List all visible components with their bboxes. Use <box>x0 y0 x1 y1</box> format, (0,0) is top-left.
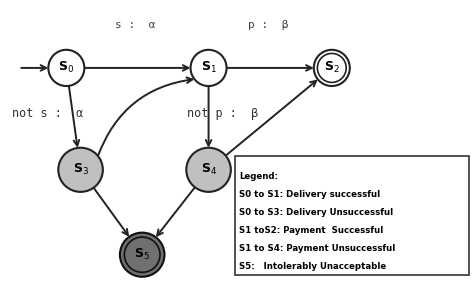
Text: Legend:: Legend: <box>239 172 278 181</box>
Ellipse shape <box>120 233 164 277</box>
Ellipse shape <box>191 50 227 86</box>
Text: S$_3$: S$_3$ <box>73 162 89 177</box>
Text: not s :  α: not s : α <box>12 107 83 120</box>
Bar <box>235 156 469 275</box>
Ellipse shape <box>58 148 103 192</box>
Text: not p :  β: not p : β <box>187 107 258 120</box>
Text: S1 toS2: Payment  Successful: S1 toS2: Payment Successful <box>239 226 383 235</box>
Text: S$_2$: S$_2$ <box>324 60 340 76</box>
Text: s :  α: s : α <box>115 20 155 31</box>
Text: S0 to S3: Delivery Unsuccessful: S0 to S3: Delivery Unsuccessful <box>239 208 393 217</box>
Ellipse shape <box>48 50 84 86</box>
Text: S$_4$: S$_4$ <box>201 162 217 177</box>
Text: S$_5$: S$_5$ <box>134 247 150 262</box>
Text: S$_0$: S$_0$ <box>58 60 74 76</box>
Text: S$_1$: S$_1$ <box>201 60 217 76</box>
Text: S0 to S1: Delivery successful: S0 to S1: Delivery successful <box>239 190 381 199</box>
Ellipse shape <box>186 148 231 192</box>
Ellipse shape <box>314 50 350 86</box>
Text: S1 to S4: Payment Unsuccessful: S1 to S4: Payment Unsuccessful <box>239 244 396 253</box>
Text: S5:   Intolerably Unacceptable: S5: Intolerably Unacceptable <box>239 262 387 271</box>
Text: p :  β: p : β <box>247 20 288 31</box>
